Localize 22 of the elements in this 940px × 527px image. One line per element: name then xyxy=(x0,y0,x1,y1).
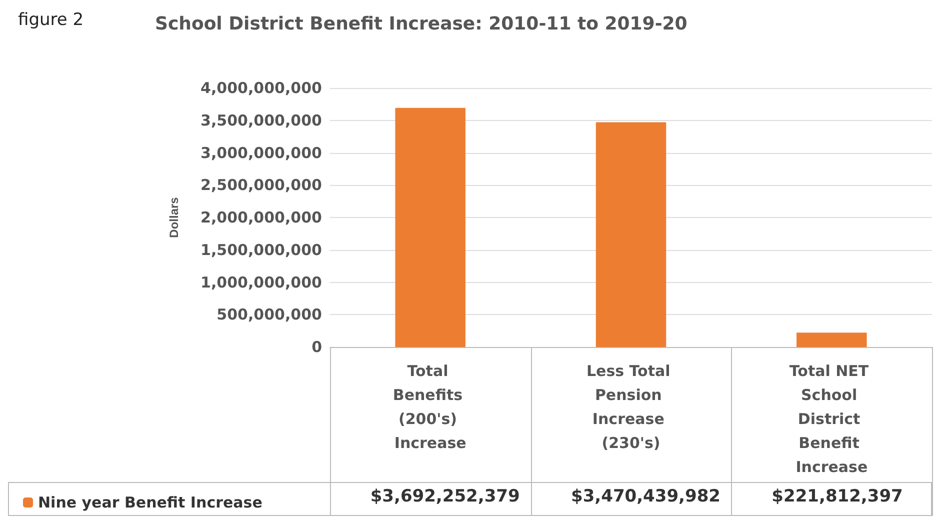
y-axis-title: Dollars xyxy=(167,196,181,238)
y-tick-label: 500,000,000 xyxy=(216,306,322,324)
x-tick-label: Total Benefits (200's) Increase xyxy=(392,362,468,452)
chart-title: School District Benefit Increase: 2010-11 to 2019-20 xyxy=(155,14,688,34)
bar xyxy=(395,108,466,347)
bar xyxy=(796,332,867,347)
y-tick-label: 0 xyxy=(312,338,322,356)
y-tick-label: 1,000,000,000 xyxy=(200,273,322,292)
caption: figure 2 xyxy=(18,10,84,30)
data-label: $3,470,439,982 xyxy=(571,486,720,506)
y-tick-label: 2,000,000,000 xyxy=(200,208,322,226)
legend-label: Nine year Benefit Increase xyxy=(38,494,262,512)
y-tick-label: 3,500,000,000 xyxy=(200,111,322,130)
data-label: $3,692,252,379 xyxy=(370,486,520,506)
y-tick-label: 4,000,000,000 xyxy=(200,79,322,97)
y-tick-label: 3,000,000,000 xyxy=(200,144,322,162)
x-tick-label: Total NET School District Benefit Increase xyxy=(789,362,874,476)
data-label: $221,812,397 xyxy=(772,486,903,506)
y-tick-label: 1,500,000,000 xyxy=(200,240,322,259)
x-tick-label: Less Total Pension Increase (230's) xyxy=(586,362,676,452)
y-tick-label: 2,500,000,000 xyxy=(200,176,322,194)
bar xyxy=(596,122,666,347)
